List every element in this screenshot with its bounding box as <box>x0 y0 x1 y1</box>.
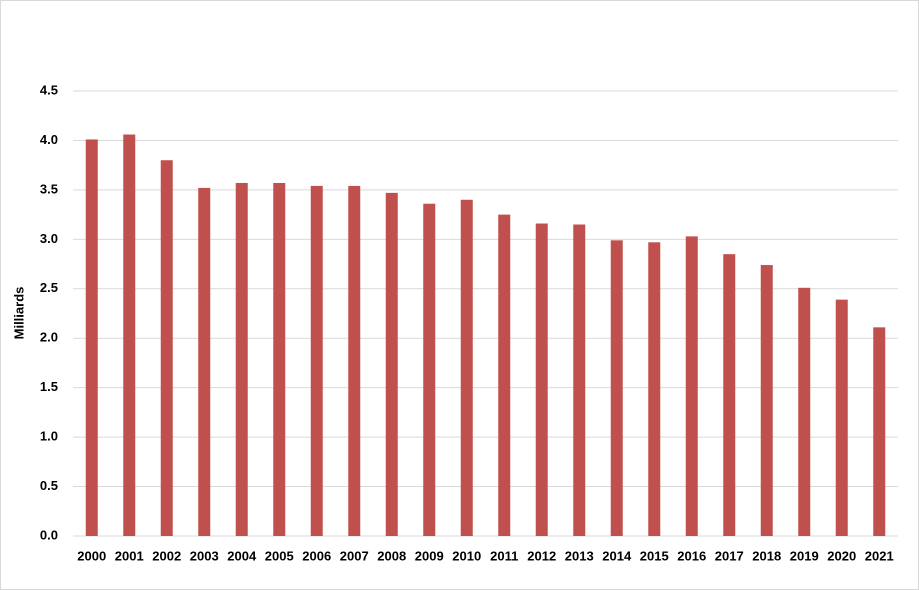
y-tick-label: 3.0 <box>40 231 58 246</box>
y-axis-label: Milliards <box>11 287 26 340</box>
y-tick-label: 1.5 <box>40 379 58 394</box>
x-tick-label: 2007 <box>340 548 369 563</box>
x-tick-label: 2006 <box>302 548 331 563</box>
x-tick-label: 2012 <box>527 548 556 563</box>
x-tick-label: 2020 <box>827 548 856 563</box>
x-tick-label: 2010 <box>452 548 481 563</box>
bar <box>498 214 511 536</box>
x-tick-label: 2005 <box>265 548 294 563</box>
x-tick-label: 2001 <box>115 548 144 563</box>
x-tick-label: 2017 <box>715 548 744 563</box>
bar <box>573 224 586 536</box>
bar <box>198 187 211 536</box>
bar <box>835 299 848 536</box>
x-tick-label: 2009 <box>415 548 444 563</box>
x-tick-label: 2008 <box>377 548 406 563</box>
bar <box>798 287 811 536</box>
x-tick-label: 2011 <box>490 548 518 563</box>
y-tick-label: 2.5 <box>40 280 58 295</box>
bar <box>123 134 136 536</box>
x-tick-label: 2018 <box>752 548 781 563</box>
bar <box>873 327 886 536</box>
x-tick-label: 2019 <box>790 548 819 563</box>
y-tick-label: 2.0 <box>40 330 58 345</box>
x-tick-label: 2016 <box>677 548 706 563</box>
bar <box>610 240 623 537</box>
y-tick-label: 4.0 <box>40 132 58 147</box>
x-tick-label: 2000 <box>77 548 106 563</box>
bar <box>273 182 286 536</box>
bar <box>235 182 248 536</box>
bar <box>760 265 773 536</box>
bar <box>85 139 98 536</box>
bar <box>310 185 323 536</box>
bar <box>385 192 398 536</box>
y-tick-label: 0.5 <box>40 478 58 493</box>
x-tick-label: 2021 <box>865 548 894 563</box>
bar <box>723 254 736 536</box>
bar <box>535 223 548 536</box>
bar <box>423 203 436 536</box>
bar <box>348 185 361 536</box>
x-tick-label: 2003 <box>190 548 219 563</box>
x-tick-label: 2002 <box>152 548 181 563</box>
bar <box>160 160 173 536</box>
y-tick-label: 4.5 <box>40 82 58 97</box>
y-tick-label: 3.5 <box>40 181 58 196</box>
x-tick-label: 2013 <box>565 548 594 563</box>
y-tick-label: 1.0 <box>40 429 58 444</box>
bar <box>648 242 661 537</box>
bar <box>460 199 473 536</box>
x-tick-label: 2004 <box>227 548 257 563</box>
x-tick-label: 2015 <box>640 548 669 563</box>
bar <box>685 236 698 536</box>
y-tick-label: 0.0 <box>40 527 58 542</box>
x-tick-label: 2014 <box>602 548 632 563</box>
